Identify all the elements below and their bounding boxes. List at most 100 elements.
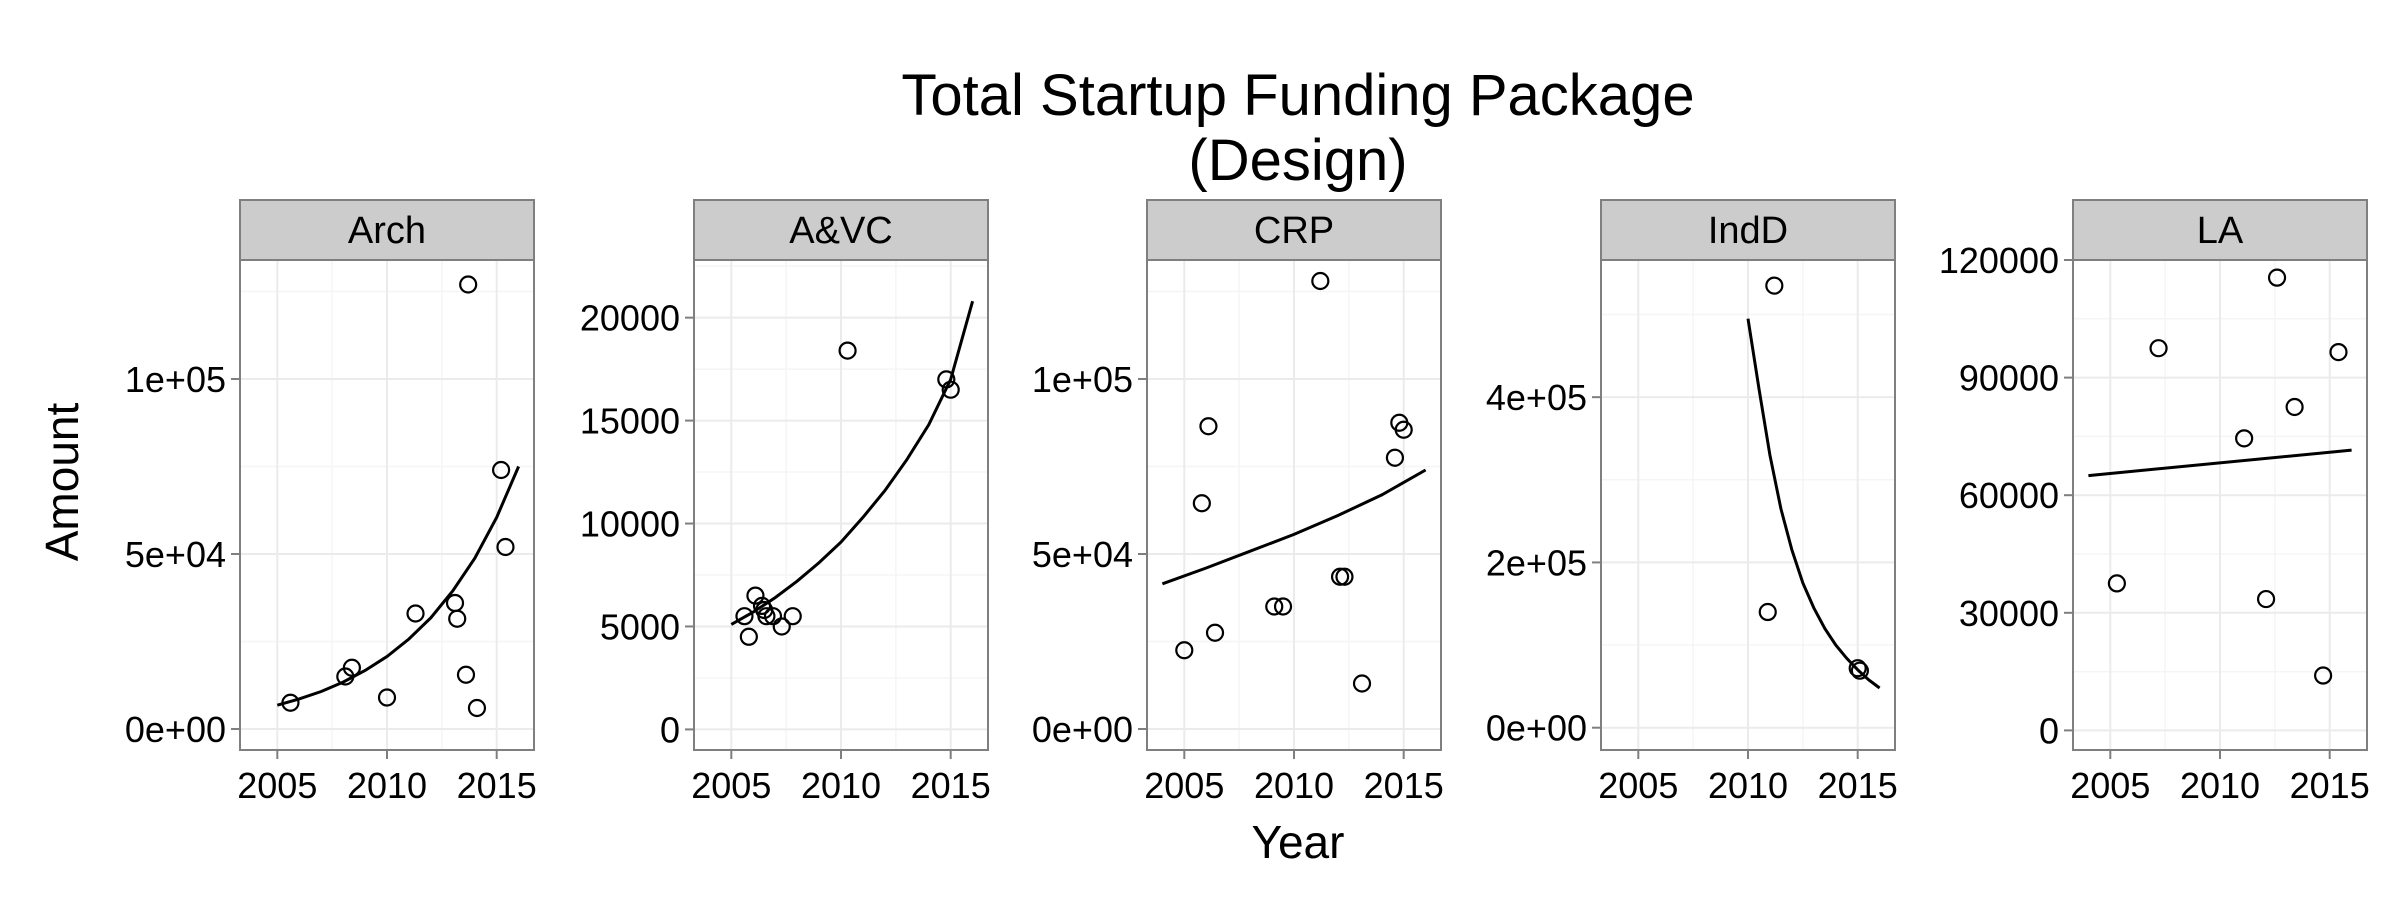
data-point bbox=[739, 627, 758, 646]
data-point bbox=[1311, 271, 1330, 291]
chart-title-line-2: (Design) bbox=[1188, 128, 1407, 193]
data-point bbox=[377, 688, 397, 707]
data-point bbox=[1394, 420, 1413, 439]
x-tick-label: 2005 bbox=[1598, 765, 1678, 806]
data-point bbox=[406, 604, 425, 623]
y-tick-label: 0 bbox=[660, 709, 680, 750]
y-tick-label: 4e+05 bbox=[1486, 377, 1587, 418]
data-point bbox=[2107, 574, 2126, 593]
fit-line-indd bbox=[1746, 318, 1881, 690]
data-point bbox=[1273, 597, 1293, 616]
y-tick-label: 0e+00 bbox=[125, 709, 226, 750]
panel-la: LA 2005 2010 2015 0 30000 60000 90000 120000 bbox=[1939, 199, 2370, 806]
strip-label-avc: A&VC bbox=[789, 210, 892, 252]
data-point bbox=[2267, 268, 2287, 287]
y-tick-label: 120000 bbox=[1939, 240, 2059, 281]
chart-title-line-1: Total Startup Funding Package bbox=[901, 63, 1694, 128]
y-tick-label: 1e+05 bbox=[125, 359, 226, 400]
strip-background bbox=[2072, 199, 2368, 261]
data-point bbox=[1205, 623, 1225, 642]
strip-label-indd: IndD bbox=[1708, 210, 1788, 252]
data-point bbox=[1335, 567, 1354, 586]
y-tick-label: 0 bbox=[2039, 710, 2059, 751]
y-tick-label: 0e+00 bbox=[1486, 708, 1587, 749]
strip-label-crp: CRP bbox=[1254, 210, 1334, 252]
fit-line-la bbox=[2088, 448, 2352, 478]
strip-background bbox=[1600, 199, 1896, 261]
data-point bbox=[496, 537, 515, 557]
data-point bbox=[448, 609, 467, 628]
data-point bbox=[1175, 641, 1194, 660]
y-tick-label: 15000 bbox=[580, 401, 680, 442]
data-point bbox=[1330, 567, 1350, 586]
data-point bbox=[491, 460, 511, 480]
y-tick-label: 5000 bbox=[600, 606, 680, 647]
x-tick-label: 2005 bbox=[691, 765, 771, 806]
data-point bbox=[1850, 661, 1869, 680]
data-point bbox=[2235, 429, 2254, 448]
data-point bbox=[2149, 339, 2168, 358]
x-tick-label: 2010 bbox=[2180, 765, 2260, 806]
panel-indd: IndD 2005 2010 2015 0e+00 2e+05 4e+05 bbox=[1486, 199, 1898, 806]
x-tick-label: 2010 bbox=[1254, 765, 1334, 806]
data-point bbox=[467, 698, 487, 718]
data-point bbox=[757, 607, 776, 626]
x-tick-label: 2010 bbox=[347, 765, 427, 806]
data-point bbox=[459, 275, 478, 294]
data-point bbox=[941, 380, 960, 399]
y-axis-title: Amount bbox=[36, 403, 88, 562]
data-point bbox=[1758, 602, 1777, 622]
x-tick-label: 2005 bbox=[1144, 765, 1224, 806]
x-tick-label: 2005 bbox=[2070, 765, 2150, 806]
data-point bbox=[342, 658, 361, 677]
y-tick-label: 90000 bbox=[1959, 358, 2059, 399]
data-point bbox=[1765, 276, 1784, 295]
y-tick-label: 60000 bbox=[1959, 475, 2059, 516]
data-point bbox=[456, 665, 476, 684]
data-point bbox=[2314, 666, 2333, 685]
data-point bbox=[838, 341, 857, 360]
x-tick-label: 2010 bbox=[1708, 765, 1788, 806]
facet-panels: Arch 2005 2010 2015 0e+00 5e+04 1e+05 A&VC 2005 2… bbox=[125, 199, 2370, 806]
y-tick-label: 2e+05 bbox=[1486, 542, 1587, 583]
data-point bbox=[1192, 494, 1211, 513]
strip-label-arch: Arch bbox=[348, 210, 426, 252]
y-tick-label: 5e+04 bbox=[1032, 534, 1133, 575]
y-tick-label: 0e+00 bbox=[1032, 709, 1133, 750]
y-tick-label: 20000 bbox=[580, 298, 680, 339]
data-point bbox=[1385, 448, 1405, 467]
fit-line-avc bbox=[730, 300, 975, 626]
x-tick-label: 2015 bbox=[1364, 765, 1444, 806]
y-tick-label: 5e+04 bbox=[125, 534, 226, 575]
data-point bbox=[1265, 597, 1284, 616]
data-point bbox=[772, 617, 791, 636]
x-tick-label: 2010 bbox=[801, 765, 881, 806]
panel-arch: Arch 2005 2010 2015 0e+00 5e+04 1e+05 bbox=[125, 199, 537, 806]
strip-background bbox=[239, 199, 535, 261]
data-point bbox=[2285, 397, 2304, 417]
fit-line-crp bbox=[1161, 468, 1427, 586]
x-tick-label: 2015 bbox=[457, 765, 537, 806]
x-tick-label: 2015 bbox=[911, 765, 991, 806]
strip-background bbox=[1146, 199, 1442, 261]
data-point bbox=[2329, 343, 2348, 362]
y-tick-label: 10000 bbox=[580, 504, 680, 545]
data-point bbox=[1848, 659, 1867, 678]
y-tick-label: 1e+05 bbox=[1032, 359, 1133, 400]
y-tick-label: 30000 bbox=[1959, 593, 2059, 634]
x-tick-label: 2015 bbox=[1818, 765, 1898, 806]
data-point bbox=[1199, 417, 1218, 436]
x-tick-label: 2005 bbox=[237, 765, 317, 806]
strip-background bbox=[693, 199, 989, 261]
strip-label-la: LA bbox=[2197, 210, 2244, 252]
data-point bbox=[735, 607, 754, 626]
data-point bbox=[783, 607, 802, 626]
panel-avc: A&VC 2005 2010 2015 0 5000 10000 15000 20000 bbox=[580, 199, 991, 806]
data-point bbox=[937, 370, 956, 389]
fit-line-arch bbox=[276, 465, 520, 707]
panel-crp: CRP 2005 2010 2015 0e+00 5e+04 1e+05 bbox=[1032, 199, 1444, 806]
data-point bbox=[281, 693, 300, 712]
data-point bbox=[2256, 589, 2276, 609]
x-tick-label: 2015 bbox=[2290, 765, 2370, 806]
